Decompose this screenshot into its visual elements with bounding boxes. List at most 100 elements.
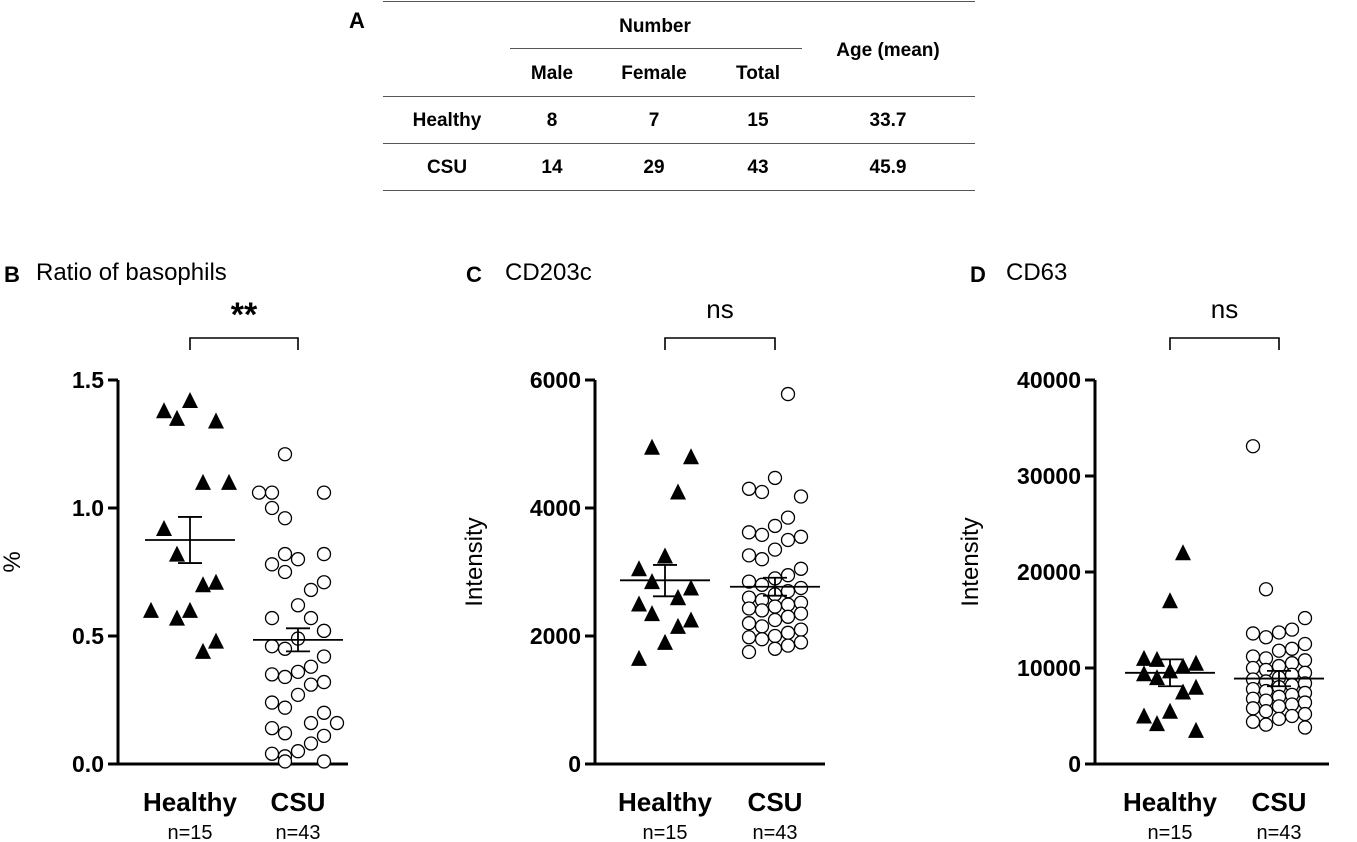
data-point-healthy — [1188, 678, 1204, 695]
data-point-csu — [290, 687, 306, 703]
data-point-csu — [1297, 610, 1313, 626]
data-point-healthy — [1162, 702, 1178, 719]
data-point-healthy — [657, 633, 673, 650]
data-point-csu — [793, 580, 809, 596]
data-point-csu — [793, 635, 809, 650]
data-point-healthy — [182, 601, 198, 618]
table-bottom-rule — [383, 190, 975, 191]
chart-title: CD203c — [505, 259, 592, 286]
x-n-label: n=43 — [275, 822, 320, 842]
data-point-healthy — [1175, 657, 1191, 674]
x-category-label: Healthy — [618, 787, 712, 817]
data-point-healthy — [208, 632, 224, 649]
data-point-healthy — [670, 617, 686, 634]
data-point-csu — [793, 529, 809, 544]
data-point-healthy — [631, 649, 647, 666]
row-csu-male: 14 — [541, 157, 563, 178]
data-point-healthy — [657, 547, 673, 564]
data-point-csu — [303, 582, 319, 598]
data-point-healthy — [644, 438, 660, 455]
data-point-csu — [1245, 701, 1261, 716]
data-point-healthy — [156, 519, 172, 536]
panel-letter-b: B — [4, 262, 20, 287]
data-point-csu — [754, 632, 770, 647]
data-point-csu — [303, 715, 319, 731]
data-point-healthy — [1175, 683, 1191, 700]
table-top-rule — [383, 1, 975, 2]
data-point-csu — [329, 715, 345, 731]
data-point-healthy — [1149, 650, 1165, 667]
data-point-healthy — [670, 589, 686, 606]
data-point-csu — [277, 754, 293, 769]
data-point-csu — [1297, 653, 1313, 668]
data-point-healthy — [195, 473, 211, 490]
data-point-healthy — [1149, 669, 1165, 686]
chart-panel-d: D CD63 ns 0 10000 20000 30000 40000 Intensity Hea… — [957, 259, 1329, 842]
y-tick-label: 40000 — [1017, 367, 1081, 393]
data-point-csu — [277, 546, 293, 562]
significance-label: ** — [231, 296, 258, 334]
data-point-csu — [741, 574, 757, 589]
significance-bracket — [189, 337, 299, 350]
data-point-csu — [303, 677, 319, 692]
x-n-label: n=43 — [752, 822, 797, 842]
x-category-label: Healthy — [1123, 787, 1217, 817]
panel-letter-d: D — [970, 262, 986, 287]
row-healthy-age: 33.7 — [869, 110, 907, 131]
data-point-csu — [290, 744, 306, 759]
data-point-csu — [1258, 630, 1274, 645]
data-point-healthy — [1162, 592, 1178, 609]
data-point-csu — [277, 641, 293, 656]
header-rule — [383, 96, 975, 97]
row-healthy-total: 15 — [747, 110, 769, 131]
data-point-csu — [316, 649, 332, 664]
y-tick-label: 20000 — [1017, 559, 1081, 585]
data-point-csu — [754, 603, 770, 618]
data-point-csu — [290, 598, 306, 613]
data-point-healthy — [169, 409, 185, 426]
data-point-csu — [780, 638, 796, 653]
data-point-csu — [1297, 720, 1313, 735]
panel-letter-a: A — [349, 8, 365, 33]
header-total: Total — [736, 63, 780, 84]
data-point-csu — [303, 659, 319, 674]
y-tick-label: 0 — [568, 751, 581, 777]
data-point-csu — [767, 599, 783, 614]
data-point-csu — [754, 484, 770, 500]
data-point-healthy — [683, 579, 699, 596]
row-healthy-female: 7 — [648, 110, 660, 131]
data-point-csu — [316, 546, 332, 562]
data-point-csu — [264, 610, 280, 626]
header-number: Number — [619, 16, 691, 37]
data-point-csu — [277, 447, 293, 462]
row-healthy-group: Healthy — [412, 110, 482, 131]
data-point-healthy — [208, 412, 224, 429]
data-point-csu — [767, 542, 783, 557]
y-tick-label: 2000 — [530, 623, 581, 649]
chart-title: Ratio of basophils — [36, 259, 227, 286]
demographics-table: A Number Age (mean) Male Female Total He… — [345, 0, 985, 200]
row-csu-group: CSU — [426, 157, 468, 178]
data-point-csu — [316, 728, 332, 743]
data-point-csu — [780, 386, 796, 402]
data-point-healthy — [631, 560, 647, 577]
x-category-label: Healthy — [143, 787, 237, 817]
data-point-csu — [1297, 706, 1313, 722]
data-point-csu — [1284, 708, 1300, 724]
data-point-csu — [741, 481, 757, 496]
data-point-csu — [264, 746, 280, 761]
y-tick-label: 1.5 — [72, 367, 104, 393]
data-point-csu — [277, 700, 293, 715]
data-point-csu — [767, 470, 783, 486]
data-point-csu — [780, 532, 796, 548]
data-point-csu — [754, 577, 770, 592]
data-point-healthy — [683, 448, 699, 465]
data-point-csu — [741, 548, 757, 563]
data-point-csu — [1245, 714, 1261, 729]
significance-label: ns — [706, 294, 733, 324]
data-point-csu — [264, 695, 280, 710]
data-point-healthy — [156, 402, 172, 419]
data-point-csu — [754, 552, 770, 567]
data-point-csu — [741, 630, 757, 645]
data-point-healthy — [208, 573, 224, 590]
